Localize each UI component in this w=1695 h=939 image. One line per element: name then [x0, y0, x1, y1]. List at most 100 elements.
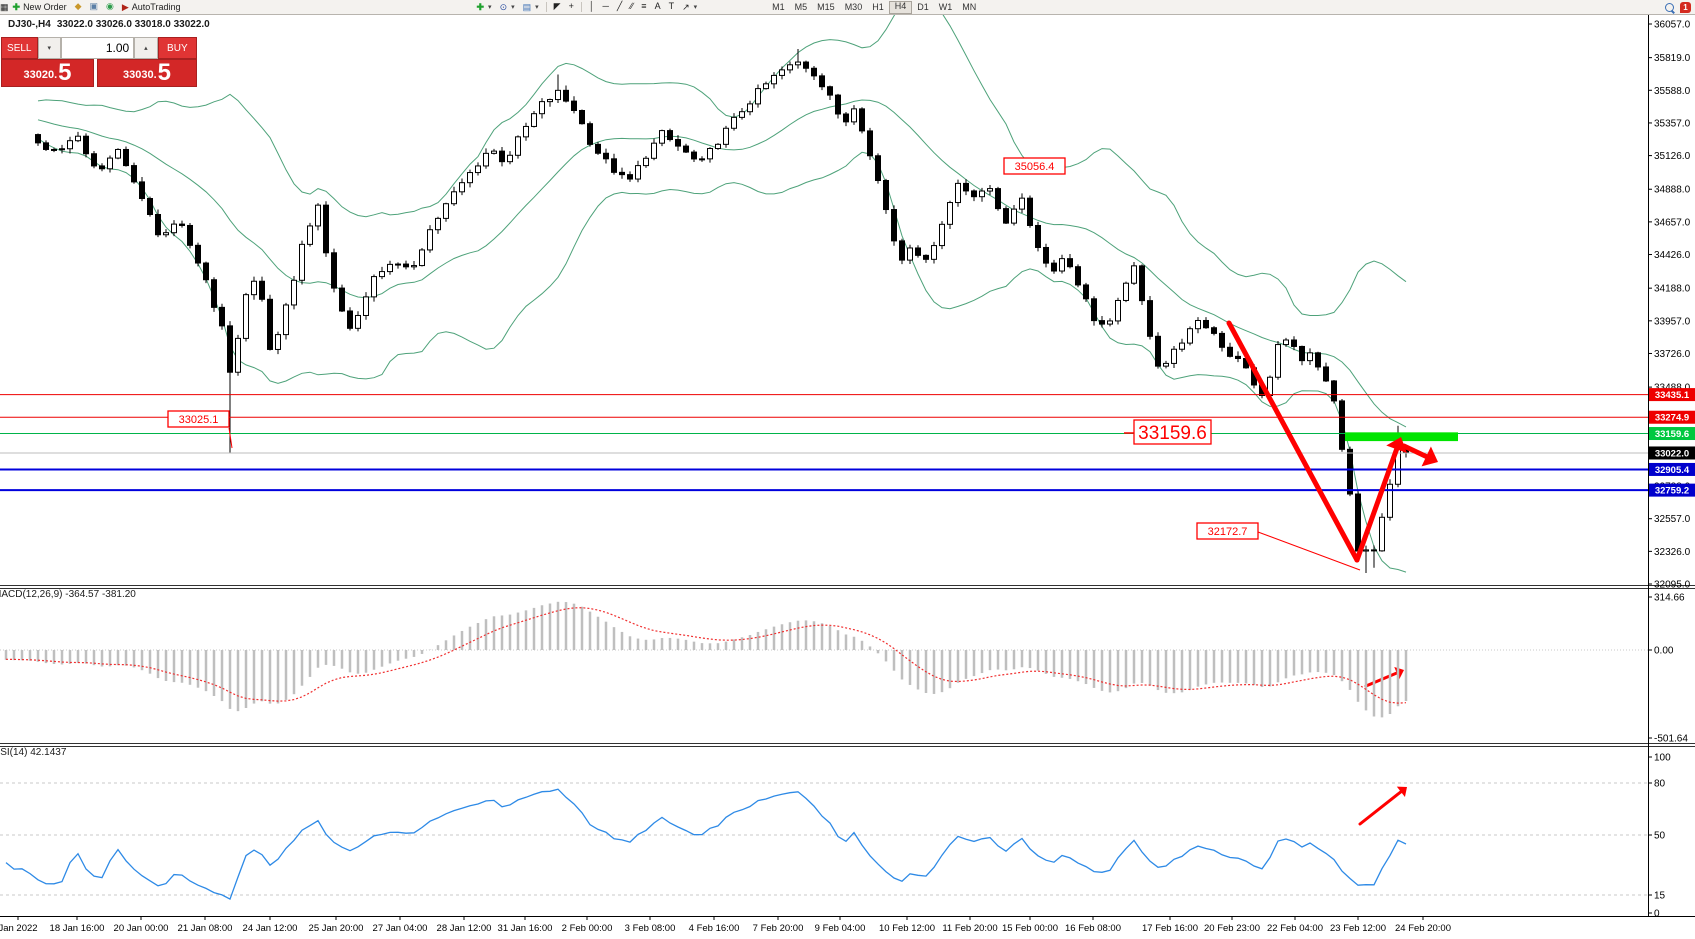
rsi-tick-label: 0 — [1654, 909, 1660, 920]
candle-body — [1163, 362, 1169, 367]
price-callout-box[interactable] — [167, 410, 230, 428]
tf-button-H1[interactable]: H1 — [872, 1, 884, 12]
text-tool-button[interactable]: A — [654, 0, 661, 11]
crosshair-tool-button[interactable]: + — [568, 0, 574, 11]
volume-increase-button[interactable]: ▴ — [134, 37, 158, 59]
annotation-arrow[interactable] — [1354, 446, 1400, 563]
chevron-down-icon[interactable]: ▾ — [535, 4, 539, 11]
price-tick-label: 34657.0 — [1654, 217, 1691, 228]
candle-body — [1051, 262, 1057, 272]
bid-price-fraction: 5 — [58, 59, 72, 86]
candle-body — [507, 154, 513, 163]
price-callout-box[interactable] — [1003, 157, 1066, 175]
notification-badge-icon[interactable]: 1 — [1680, 1, 1691, 13]
tf-button-W1[interactable]: W1 — [938, 1, 953, 12]
annotation-arrowhead[interactable] — [1386, 437, 1407, 453]
candle-body — [59, 148, 65, 151]
candle-body — [227, 325, 233, 373]
market-watch-icon[interactable]: ◆ — [74, 0, 82, 11]
ask-price-box[interactable]: 33030. 5 — [97, 59, 197, 87]
autotrading-label: AutoTrading — [131, 2, 181, 12]
ask-price: 33030. — [123, 69, 157, 81]
time-label: 17 Feb 16:00 — [1142, 923, 1198, 934]
price-tag-33022.0 — [1649, 446, 1695, 460]
price-tag-text: 33274.9 — [1655, 413, 1689, 424]
text-label-tool-button[interactable]: T — [668, 0, 675, 11]
rsi-pane — [0, 782, 1648, 901]
period-button[interactable]: ⊙ ▾ — [496, 1, 519, 14]
vertical-line-tool-button[interactable]: │ — [588, 0, 595, 11]
time-label: 25 Jan 20:00 — [309, 923, 364, 934]
price-callout-box[interactable] — [1196, 522, 1259, 540]
sell-button[interactable]: SELL — [1, 37, 38, 59]
annotation-arrow[interactable] — [1401, 443, 1429, 459]
candle-body — [331, 252, 337, 289]
macd-tick-label: -501.64 — [1654, 734, 1688, 745]
volume-input[interactable]: 1.00 — [61, 37, 135, 59]
candle-body — [563, 89, 569, 102]
candle-body — [971, 190, 977, 198]
candle-body — [1107, 320, 1113, 325]
add-indicator-button[interactable]: ✚ ▾ — [473, 1, 496, 14]
tf-button-M1[interactable]: M1 — [772, 1, 785, 12]
candle-body — [1187, 328, 1193, 344]
template-button[interactable]: ▤ ▾ — [519, 1, 543, 14]
candle-body — [795, 61, 801, 66]
candle-body — [707, 148, 713, 160]
time-label: 3 Feb 08:00 — [625, 923, 676, 934]
arrows-tool-button[interactable]: ↗ ▾ — [678, 1, 701, 14]
tf-button-H4[interactable]: H4 — [888, 0, 913, 14]
time-label: Jan 2022 — [0, 923, 38, 934]
candle-body — [1027, 197, 1033, 226]
candle-body — [467, 172, 473, 184]
bid-price-box[interactable]: 33020. 5 — [1, 59, 95, 87]
candle-body — [731, 116, 737, 129]
time-label: 21 Jan 08:00 — [178, 923, 233, 934]
timeframe-toolbar: M1 M5 M15 M30 H1 H4 D1 W1 MN — [767, 0, 981, 14]
trendline-tool-button[interactable]: ╱ — [616, 0, 623, 11]
tf-button-M15[interactable]: M15 — [817, 1, 835, 12]
candle-body — [371, 276, 377, 298]
add-indicator-icon: ✚ — [476, 2, 485, 12]
new-order-button[interactable]: ✚ New Order — [9, 1, 71, 14]
autotrading-button[interactable]: ▶ AutoTrading — [118, 1, 185, 14]
candle-body — [475, 165, 481, 174]
buy-button[interactable]: BUY — [157, 37, 197, 59]
candle-body — [1379, 516, 1385, 552]
chevron-down-icon[interactable]: ▾ — [511, 4, 515, 11]
signals-icon[interactable]: ◉ — [106, 0, 114, 11]
support-zone-rect[interactable] — [1345, 432, 1458, 442]
candle-body — [595, 143, 601, 154]
search-icon[interactable] — [1665, 2, 1675, 14]
price-callout-box[interactable] — [1133, 419, 1212, 445]
tf-button-D1[interactable]: D1 — [917, 1, 929, 12]
annotation-arrowhead[interactable] — [1421, 446, 1438, 467]
annotation-arrow[interactable] — [1226, 320, 1360, 563]
terminal-icon[interactable]: ▣ — [89, 0, 99, 11]
tf-button-M5[interactable]: M5 — [794, 1, 808, 12]
tf-button-MN[interactable]: MN — [962, 1, 977, 12]
tf-button-M30[interactable]: M30 — [844, 1, 863, 12]
chevron-down-icon[interactable]: ▾ — [693, 4, 698, 11]
candle-body — [83, 135, 89, 155]
candle-body — [163, 232, 169, 236]
macd-signal-line — [5, 607, 1407, 704]
price-callout-text: 32172.7 — [1208, 526, 1248, 538]
volume-decrease-button[interactable]: ▾ — [37, 37, 61, 59]
time-label: 20 Feb 23:00 — [1204, 923, 1260, 934]
annotation-arrow[interactable] — [1358, 790, 1403, 826]
horizontal-line-tool-button[interactable]: ─ — [602, 0, 609, 11]
fibonacci-tool-button[interactable]: ≡ — [641, 0, 647, 11]
cursor-tool-button[interactable]: ◤ — [553, 0, 561, 11]
time-label: 20 Jan 00:00 — [114, 923, 169, 934]
channel-tool-button[interactable]: ∕∕ — [630, 0, 634, 11]
chevron-down-icon[interactable]: ▾ — [488, 4, 492, 11]
candle-body — [1083, 284, 1089, 300]
candle-body — [243, 294, 249, 339]
rsi-tick-label: 50 — [1654, 831, 1666, 842]
candle-body — [635, 165, 641, 180]
candle-body — [1139, 265, 1145, 302]
price-tag-text: 33435.1 — [1655, 390, 1690, 401]
